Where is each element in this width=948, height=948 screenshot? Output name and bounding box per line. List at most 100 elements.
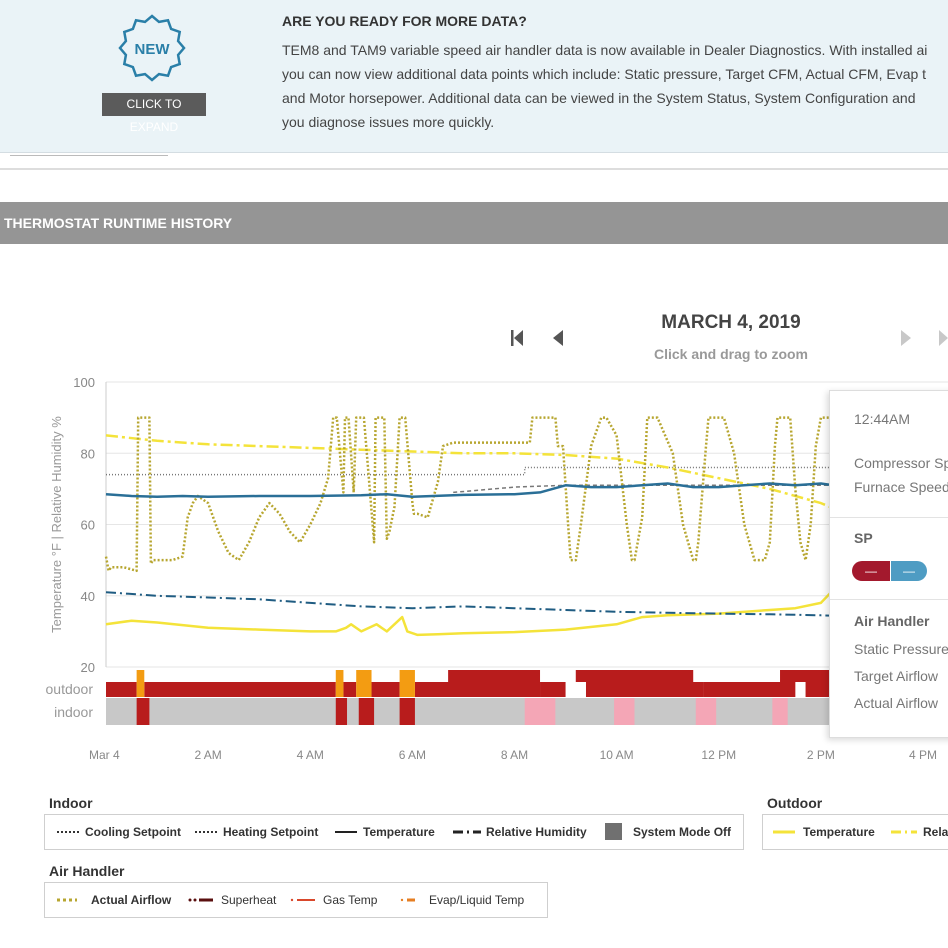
outdoor-runtime-bar [371,682,400,697]
indoor-runtime-bar [335,698,348,725]
solid-line-icon [335,831,357,833]
x-tick-label: 4 AM [297,748,324,762]
divider [0,168,948,170]
banner-line: you can now view additional data points … [282,66,927,82]
legend-label: Relative Humidity [486,825,587,839]
outdoor-legend-title: Outdoor [767,795,823,811]
indoor-runtime-pink-bar [772,698,788,725]
legend-indoor-rh[interactable]: Relative Humidity [453,815,613,849]
outdoor-row-label: outdoor [46,681,94,697]
x-tick-label: 8 AM [501,748,528,762]
indoor-runtime-bar [358,698,375,725]
dash-dot-line-icon [453,830,481,834]
zoom-hint: Click and drag to zoom [653,346,808,362]
outdoor-runtime-stage2-bar [356,670,372,697]
tooltip-sp-header: SP [854,530,873,546]
y-tick-label: 100 [73,375,95,390]
outdoor-runtime-stage2-bar [136,670,145,697]
indoor-runtime-pink-bar [695,698,717,725]
indoor-row-label: indoor [54,704,93,720]
legend-superheat[interactable]: Superheat [187,883,297,917]
indoor-runtime-bar [399,698,415,725]
legend-outdoor-temperature[interactable]: Temperature [773,815,893,849]
orange-dotted-icon [400,898,415,902]
outdoor-runtime-bar [414,682,541,697]
series-temperature-outdoor-line [105,590,847,637]
series-temperature-indoor-line [105,482,847,498]
skip-forward-icon[interactable] [936,328,948,348]
legend-label: System Mode Off [633,825,732,839]
y-tick-label: 20 [81,660,95,675]
tooltip-air-handler-header: Air Handler [854,613,930,629]
series-cooling-setpoint-indoor-line [106,466,847,476]
legend-system-mode-off[interactable]: System Mode Off [605,815,743,849]
legend-label: Rela [923,825,948,839]
outdoor-runtime-bar [343,682,357,697]
outdoor-runtime-bar [575,670,694,682]
banner-text: TEM8 and TAM9 variable speed air handler… [282,38,948,134]
y-axis-label: Temperature °F | Relative Humidity % [49,416,64,633]
legend-label: Gas Temp [323,893,378,907]
air-handler-legend-title: Air Handler [49,863,125,879]
series-actual-airflow--line [104,416,848,573]
announcement-banner: NEW CLICK TO EXPAND ARE YOU READY FOR MO… [0,0,948,153]
legend-indoor-temperature[interactable]: Temperature [335,815,455,849]
legend-outdoor-rh[interactable]: Rela [891,815,948,849]
tooltip-static-pressure: Static Pressure [854,641,948,657]
x-tick-label: 2 AM [194,748,221,762]
sp-cool-value: — [852,561,890,581]
legend-label: Cooling Setpoint [85,825,181,839]
outdoor-runtime-bar [144,682,336,697]
system-mode-off-band [106,698,923,725]
y-tick-label: 40 [81,589,95,604]
banner-title: ARE YOU READY FOR MORE DATA? [282,13,527,29]
legend-label: Actual Airflow [91,893,172,907]
gray-square-icon [605,823,622,840]
legend-actual-airflow[interactable]: Actual Airflow [57,883,171,917]
tooltip-divider [830,517,948,518]
previous-day-icon[interactable] [550,328,566,348]
air-handler-legend: Actual Airflow Superheat Gas Temp Evap/L… [44,882,548,918]
skip-back-icon[interactable] [509,328,525,348]
indoor-legend-title: Indoor [49,795,93,811]
legend-gas-temp[interactable]: Gas Temp [289,883,399,917]
outdoor-runtime-bar [703,682,796,697]
banner-underline [10,153,168,156]
dark-red-dotted-icon [188,898,213,902]
banner-line: and Motor horsepower. Additional data ca… [282,90,916,106]
runtime-chart[interactable]: 100 80 60 40 20 Temperature °F | Relative Hum… [0,370,948,770]
x-tick-label: Mar 4 [89,748,120,762]
legend-label: Temperature [363,825,435,839]
legend-cooling-setpoint[interactable]: Cooling Setpoint [57,815,217,849]
yellow-line-icon [773,830,795,834]
tooltip-furnace-speed: Furnace Speed [854,479,948,495]
badge-label: NEW [135,41,171,58]
tooltip-compressor-speed: Compressor Sp [854,455,948,471]
sp-heat-value: — [891,561,927,581]
outdoor-runtime-bar [106,682,137,697]
series-heating-setpoint-indoor-line [453,484,847,494]
tooltip-divider [830,599,948,600]
next-day-icon[interactable] [898,328,914,348]
red-dotted-icon [290,898,315,902]
legend-label: Temperature [803,825,875,839]
x-tick-label: 10 AM [600,748,634,762]
tooltip-time: 12:44AM [854,411,911,427]
legend-label: Superheat [221,893,277,907]
legend-heating-setpoint[interactable]: Heating Setpoint [195,815,355,849]
olive-dotted-icon [57,898,77,902]
indoor-runtime-pink-bar [614,698,635,725]
tooltip-target-airflow: Target Airflow [854,668,939,684]
outdoor-runtime-bar [780,670,832,682]
legend-evap-liquid-temp[interactable]: Evap/Liquid Temp [397,883,547,917]
y-tick-label: 80 [81,446,95,461]
section-header: THERMOSTAT RUNTIME HISTORY [0,202,948,244]
outdoor-runtime-bar [585,682,704,697]
click-to-expand-button[interactable]: CLICK TO EXPAND [102,93,206,134]
outdoor-runtime-stage2-bar [399,670,415,697]
chart-tooltip: 12:44AM Compressor Sp Furnace Speed SP —… [829,390,948,738]
tooltip-actual-airflow: Actual Airflow [854,695,939,711]
x-tick-label: 12 PM [701,748,736,762]
y-tick-label: 60 [81,518,95,533]
